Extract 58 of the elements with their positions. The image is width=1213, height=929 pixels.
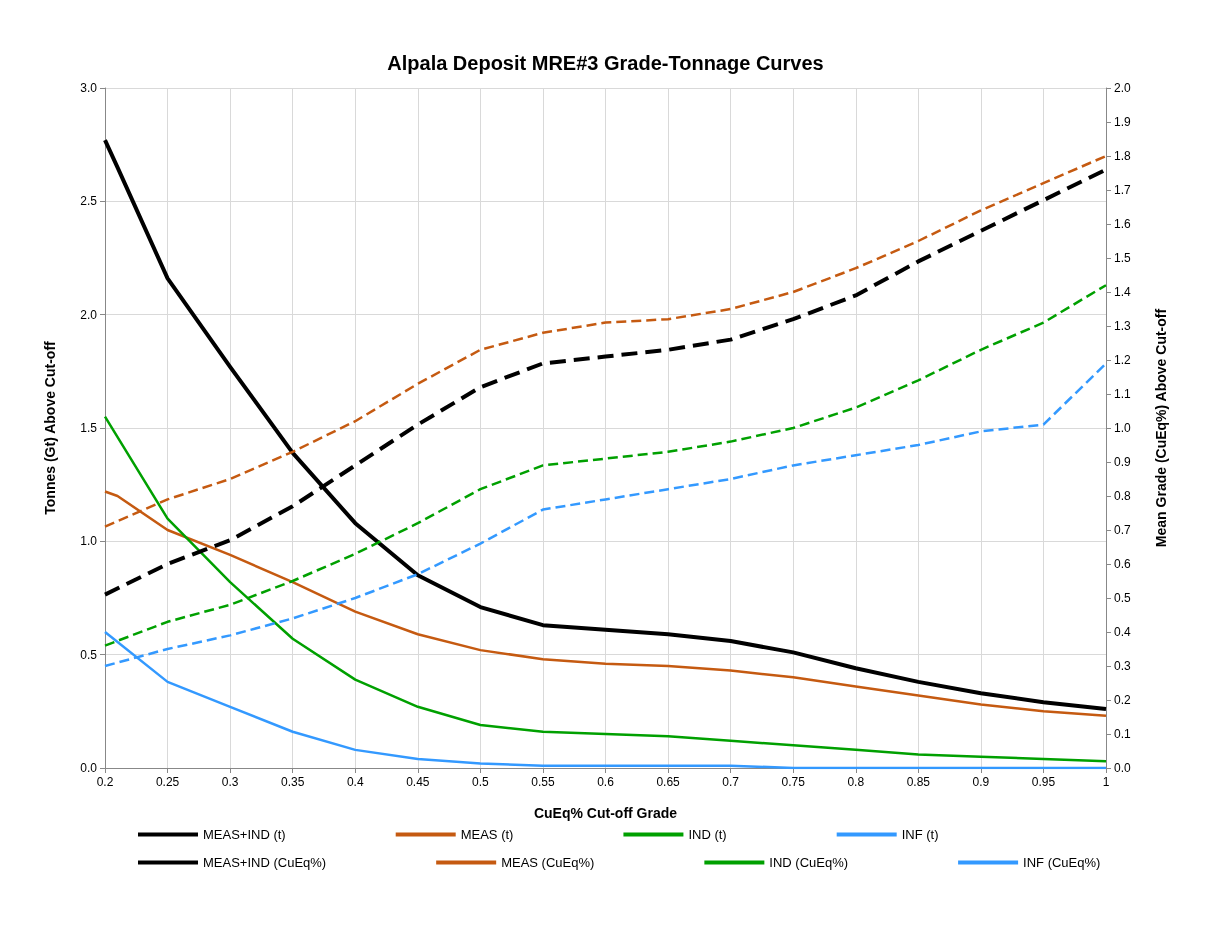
- y-tick-label: 2.0: [80, 307, 98, 322]
- y2-tick-label: 1.0: [1114, 421, 1132, 435]
- legend-label: INF (CuEq%): [1023, 855, 1101, 870]
- x-tick-label: 0.45: [406, 775, 430, 789]
- y2-tick-label: 1.7: [1114, 183, 1132, 197]
- x-tick-label: 0.2: [96, 775, 114, 789]
- x-tick-label: 0.55: [531, 775, 555, 789]
- y-tick-label: 0.0: [80, 761, 98, 775]
- y2-tick-label: 0.2: [1114, 693, 1132, 707]
- chart-title: Alpala Deposit MRE#3 Grade-Tonnage Curves: [387, 52, 824, 74]
- y2-tick-label: 1.5: [1114, 251, 1132, 265]
- legend-label: INF (t): [901, 827, 939, 842]
- y2-tick-label: 0.1: [1114, 727, 1132, 741]
- y-tick-label: 0.5: [80, 647, 98, 662]
- y2-tick-label: 0.6: [1114, 557, 1132, 571]
- y2-tick-label: 0.3: [1114, 659, 1132, 673]
- x-tick-label: 0.85: [906, 775, 931, 789]
- y2-tick-label: 0.5: [1114, 591, 1132, 605]
- x-tick-label: 0.65: [656, 775, 681, 789]
- x-tick-label: 0.6: [597, 775, 615, 789]
- line-series: [103, 138, 1108, 712]
- x-tick-label: 0.9: [972, 775, 990, 789]
- x-tick-label: 0.3: [221, 775, 239, 789]
- x-tick-label: 0.25: [155, 775, 180, 789]
- y-tick-label: 1.5: [80, 421, 98, 435]
- y-axis-title: Tonnes (Gt) Above Cut-off: [42, 340, 58, 515]
- x-tick-label: 0.8: [847, 775, 865, 789]
- y2-tick-label: 1.8: [1114, 149, 1132, 163]
- y2-tick-label: 0.7: [1114, 523, 1132, 537]
- x-tick-label: 0.4: [346, 775, 364, 789]
- y2-tick-label: 1.2: [1114, 353, 1132, 367]
- x-tick-label: 1: [1102, 775, 1110, 789]
- legend-label: MEAS (CuEq%): [501, 855, 595, 870]
- legend-label: MEAS (t): [460, 827, 514, 842]
- y2-tick-label: 0.0: [1114, 761, 1132, 775]
- legend-label: IND (t): [688, 827, 727, 842]
- legend-label: IND (CuEq%): [769, 855, 849, 870]
- x-tick-label: 0.7: [722, 775, 740, 789]
- y2-tick-label: 1.9: [1114, 115, 1132, 129]
- x-tick-label: 0.95: [1031, 775, 1056, 789]
- y-tick-label: 1.0: [80, 534, 98, 549]
- y2-tick-label: 1.3: [1114, 319, 1132, 333]
- legend-label: MEAS+IND (t): [203, 827, 286, 842]
- y2-tick-label: 0.4: [1114, 625, 1132, 639]
- x-tick-label: 0.35: [281, 775, 305, 789]
- legend-label: MEAS+IND (CuEq%): [203, 855, 327, 870]
- y2-tick-label: 1.4: [1114, 285, 1132, 299]
- y-tick-label: 2.5: [80, 194, 98, 209]
- y-tick-label: 3.0: [80, 81, 98, 95]
- x-tick-label: 0.75: [781, 775, 806, 789]
- y2-tick-label: 1.6: [1114, 217, 1132, 231]
- y2-tick-label: 0.8: [1114, 489, 1132, 503]
- y2-tick-label: 1.1: [1114, 387, 1132, 401]
- x-tick-label: 0.5: [472, 775, 490, 789]
- y2-tick-label: 0.9: [1114, 455, 1132, 469]
- x-axis-title: CuEq% Cut-off Grade: [533, 805, 678, 821]
- y2-tick-label: 2.0: [1114, 81, 1132, 95]
- y2-axis-title: Mean Grade (CuEq%) Above Cut-off: [1153, 308, 1169, 548]
